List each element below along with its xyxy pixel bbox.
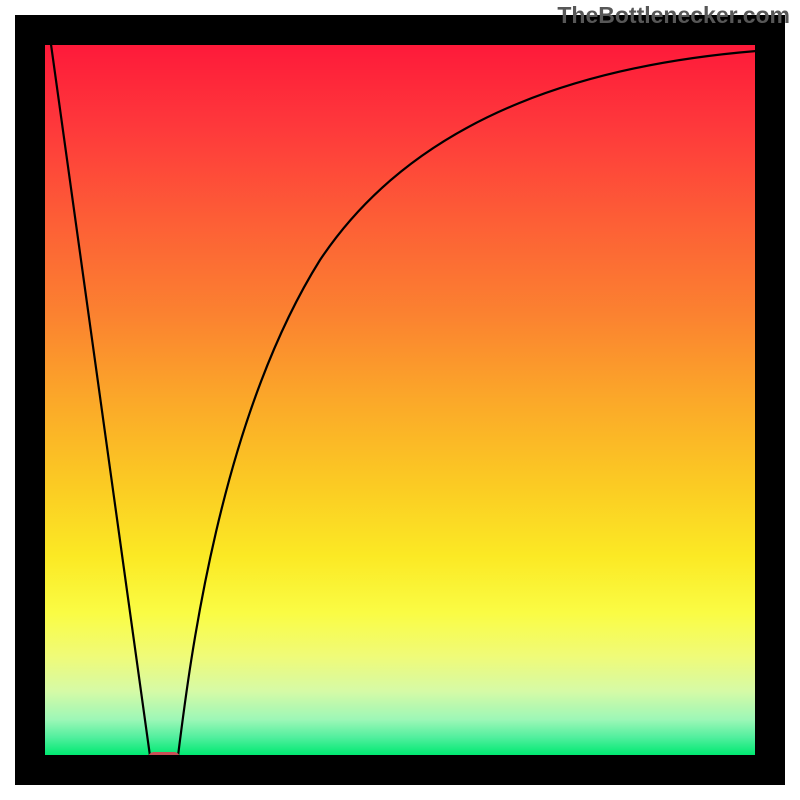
chart-canvas: [0, 0, 800, 800]
gradient-background: [45, 45, 755, 755]
watermark-label: TheBottlenecker.com: [557, 2, 790, 29]
bottleneck-chart: TheBottlenecker.com: [0, 0, 800, 800]
